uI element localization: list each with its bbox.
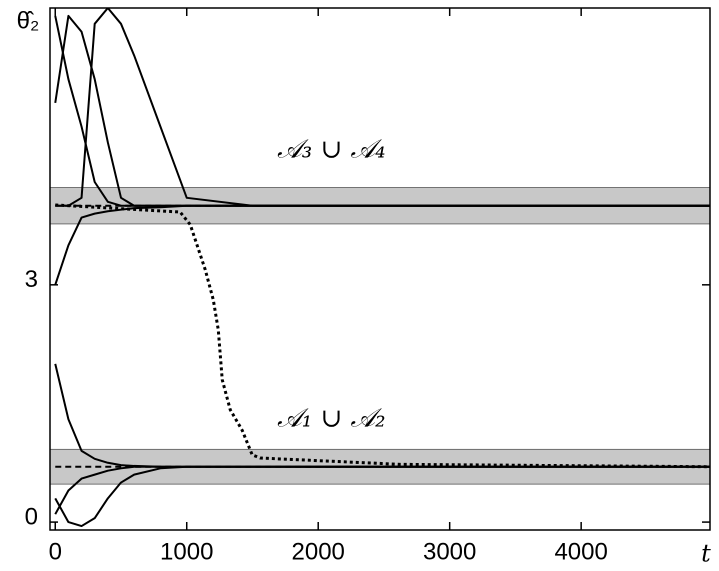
x-tick-label: 4000 — [554, 538, 607, 565]
y-axis-label: θ̂₂ — [17, 7, 40, 34]
axes-frame — [49, 7, 711, 531]
x-tick-label: 2000 — [292, 538, 345, 565]
trajectory-line — [55, 8, 710, 207]
trajectory-line — [54, 15, 710, 207]
x-tick-label: 3000 — [423, 538, 476, 565]
path-line — [55, 203, 710, 469]
x-tick-label: 0 — [49, 538, 62, 565]
plot-area — [50, 8, 710, 528]
trajectory-line — [54, 14, 710, 207]
x-tick-label: 1000 — [160, 538, 213, 565]
annotation: 𝒜₃ ∪ 𝒜₄ — [277, 134, 385, 164]
y-tick-label: 3 — [25, 266, 38, 293]
annotation: 𝒜₁ ∪ 𝒜₂ — [277, 403, 385, 433]
y-tick-label: 0 — [25, 503, 38, 530]
x-axis-label: t — [701, 540, 711, 568]
